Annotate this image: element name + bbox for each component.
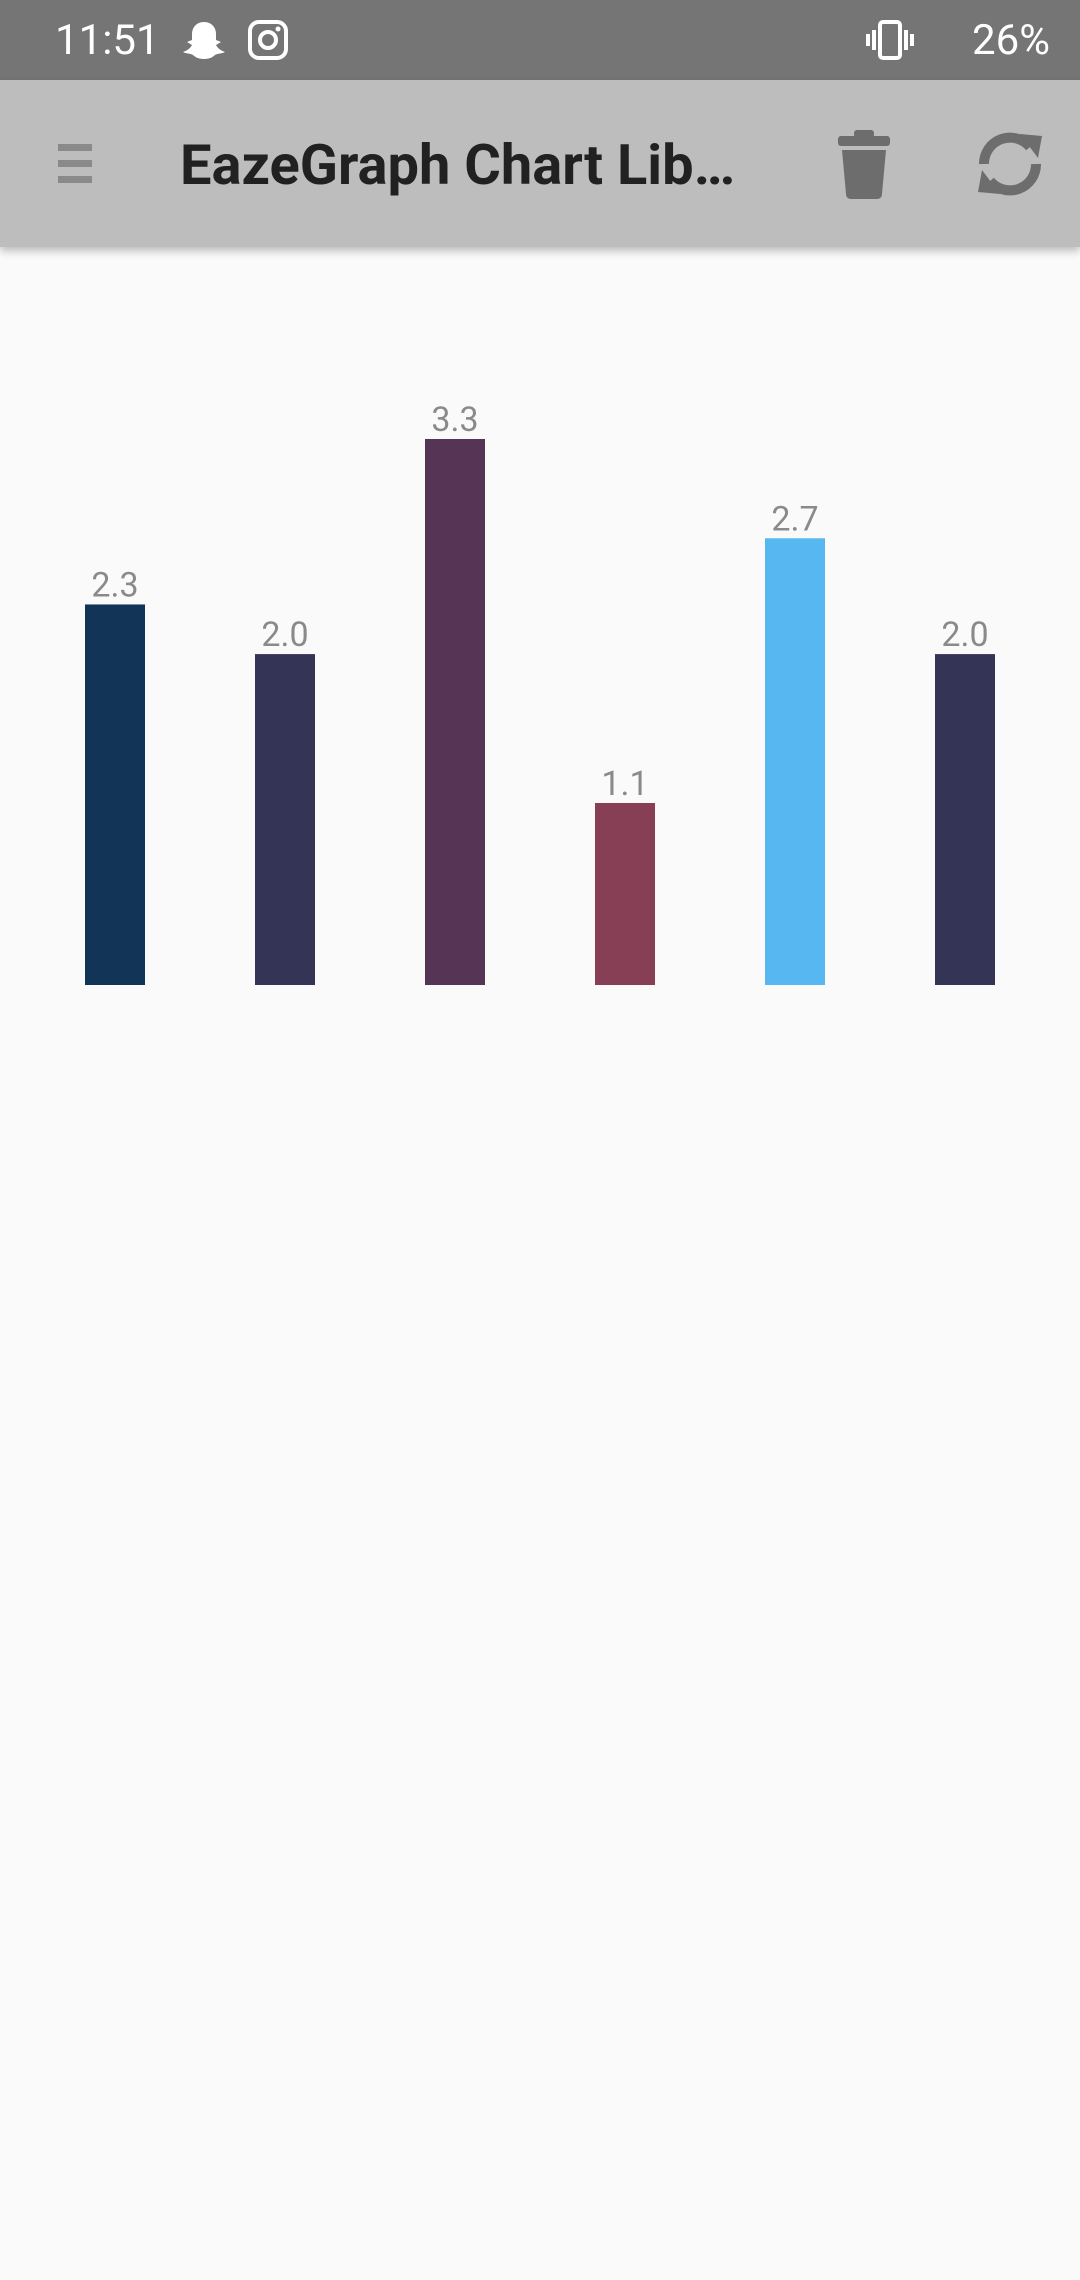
refresh-button[interactable] [972,126,1048,202]
bar [85,604,145,985]
bar [255,654,315,985]
notification-icons [183,20,288,60]
value-label: 2.7 [771,499,818,539]
battery-level: 26% [972,16,1050,65]
value-label: 1.1 [601,764,648,804]
app-title: EazeGraph Chart Lib… [180,132,736,198]
bar [425,439,485,985]
value-label: 2.0 [941,615,988,655]
value-label: 2.3 [91,565,138,605]
app-bar: EazeGraph Chart Lib… [0,80,1080,247]
menu-button[interactable] [58,142,92,186]
bar-chart: 2.3 2.0 3.3 1.1 2.7 2.0 [85,400,995,985]
value-label: 3.3 [431,400,478,440]
bar [595,803,655,985]
status-time: 11:51 [55,16,160,65]
status-bar: 11:51 26% [0,0,1080,80]
bar [935,654,995,985]
bar [765,538,825,985]
vibrate-icon [866,20,914,60]
delete-button[interactable] [836,128,892,200]
value-label: 2.0 [261,615,308,655]
